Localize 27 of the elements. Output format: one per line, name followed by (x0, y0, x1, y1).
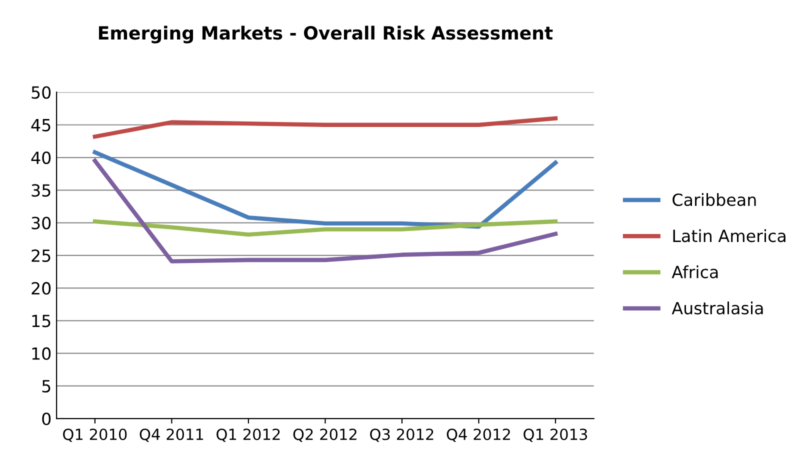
x-tick-label: Q1 2010 (63, 428, 127, 442)
y-tick-label: 0 (42, 412, 51, 426)
legend-label: Australasia (672, 302, 763, 314)
y-tick-label: 35 (32, 184, 50, 197)
y-tick-label: 30 (32, 216, 51, 230)
legend-label: Caribbean (672, 193, 756, 206)
x-tick-label: Q4 2011 (140, 428, 204, 442)
y-tick-label: 20 (32, 282, 51, 295)
y-tick-label: 5 (42, 380, 50, 393)
line-series (92, 219, 558, 237)
x-tick-label: Q1 2013 (524, 428, 588, 442)
y-tick-label: 40 (31, 151, 51, 164)
legend-label: Latin America (673, 229, 786, 242)
y-tick-label: 25 (32, 249, 50, 262)
y-tick-label: 15 (32, 314, 50, 328)
x-tick-label: Q2 2012 (293, 428, 356, 442)
legend-label: Africa (672, 265, 718, 278)
line-series (92, 150, 558, 229)
x-tick-label: Q3 2012 (370, 428, 434, 442)
line-series (92, 158, 558, 264)
chart-title: Emerging Markets - Overall Risk Assessment (99, 26, 553, 44)
y-tick-label: 45 (31, 119, 50, 132)
line-series (92, 116, 558, 139)
y-tick-label: 50 (32, 86, 51, 99)
x-tick-label: Q1 2012 (216, 428, 280, 442)
x-tick-label: Q4 2012 (446, 428, 510, 442)
y-tick-label: 10 (32, 347, 51, 360)
